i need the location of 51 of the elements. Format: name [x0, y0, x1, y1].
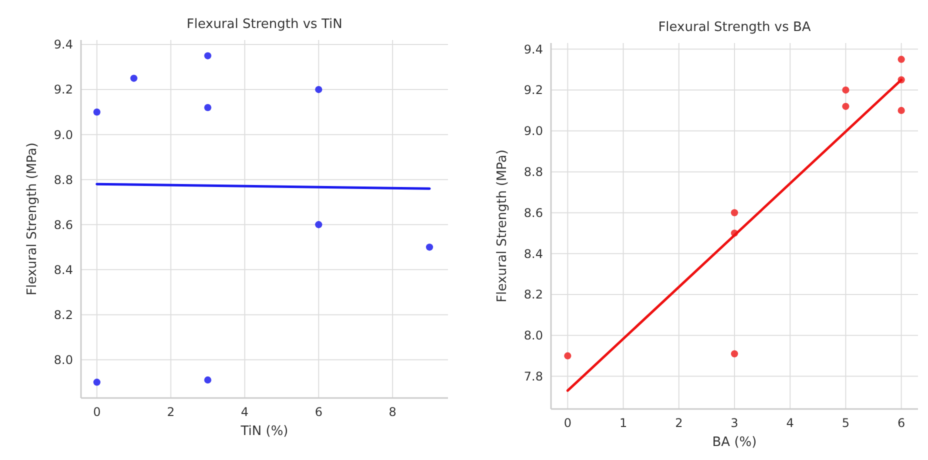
y-tick-label: 8.0	[524, 328, 543, 343]
y-tick-label: 9.4	[524, 42, 543, 56]
y-tick-label: 7.8	[524, 369, 543, 384]
y-tick-label: 8.0	[54, 352, 73, 367]
point	[426, 244, 434, 251]
x-axis-title: TiN (%)	[240, 424, 288, 439]
x-axis-title: BA (%)	[712, 435, 757, 450]
point	[204, 104, 212, 112]
point	[130, 74, 138, 82]
y-tick-label: 8.6	[54, 218, 73, 232]
y-axis-title: Flexural Strength (MPa)	[495, 150, 510, 302]
x-tick-label: 2	[675, 416, 683, 430]
x-tick-label: 1	[619, 416, 628, 430]
y-tick-label: 9.0	[524, 124, 543, 138]
y-tick-label: 9.2	[524, 83, 543, 98]
y-tick-label: 8.4	[524, 246, 543, 261]
y-tick-label: 9.4	[54, 38, 73, 52]
point	[898, 106, 905, 114]
y-tick-label: 8.4	[54, 262, 73, 277]
x-tick-label: 6	[898, 416, 906, 430]
x-tick-label: 6	[314, 405, 322, 419]
x-tick-label: 0	[564, 416, 572, 430]
chart-title: Flexural Strength vs BA	[658, 20, 811, 35]
x-tick-label: 4	[240, 405, 249, 419]
y-tick-label: 8.6	[524, 206, 543, 220]
point	[842, 86, 850, 94]
point	[730, 350, 738, 358]
chart-title: Flexural Strength vs TiN	[186, 17, 342, 32]
x-tick-label: 2	[166, 405, 175, 419]
x-tick-label: 4	[786, 416, 794, 430]
point	[204, 376, 212, 384]
y-tick-label: 9.2	[54, 82, 73, 97]
x-tick-label: 5	[842, 416, 850, 430]
y-tick-label: 9.0	[54, 128, 73, 142]
y-tick-label: 8.8	[524, 165, 543, 180]
point	[93, 108, 100, 116]
y-axis-title: Flexural Strength (MPa)	[25, 142, 40, 296]
x-tick-label: 0	[93, 405, 101, 419]
y-tick-label: 8.2	[54, 308, 73, 322]
point	[842, 102, 850, 110]
point	[315, 86, 322, 94]
x-tick-label: 8	[388, 405, 396, 419]
y-tick-label: 8.2	[524, 288, 543, 302]
x-tick-label: 3	[730, 416, 738, 430]
point	[315, 221, 322, 228]
point	[93, 378, 100, 386]
point	[564, 352, 572, 360]
point	[898, 56, 905, 63]
y-tick-label: 8.8	[54, 172, 73, 187]
point	[204, 52, 212, 60]
point	[730, 209, 738, 216]
